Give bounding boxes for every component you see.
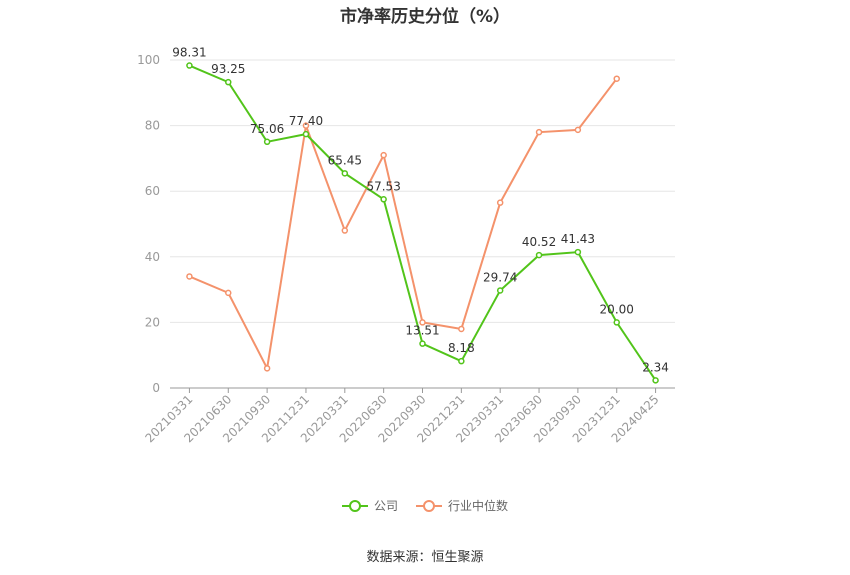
point-s0-4[interactable] [341,170,349,177]
point-s0-10[interactable] [574,248,582,256]
data-label-s0-1: 93.25 [211,62,245,76]
data-label-s0-11: 20.00 [600,302,634,316]
point-s1-4[interactable] [341,227,349,234]
point-s1-6[interactable] [419,319,426,326]
data-label-s0-4: 65.45 [328,153,362,167]
data-label-s0-9: 40.52 [522,235,556,249]
legend-label-company: 公司 [373,499,398,513]
y-tick-label-4: 80 [145,119,160,133]
y-tick-label-5: 100 [137,53,160,67]
point-s1-1[interactable] [225,289,232,297]
point-s1-9[interactable] [535,128,543,136]
data-label-s0-12: 2.34 [642,360,669,374]
point-s1-11[interactable] [613,75,620,82]
legend-swatch-industry [416,498,442,514]
legend-item-company[interactable]: 公司 [341,497,398,514]
data-label-s0-6: 13.51 [405,324,439,338]
point-s0-7[interactable] [458,357,465,365]
point-s0-9[interactable] [535,251,543,259]
point-s0-2[interactable] [263,138,271,146]
y-tick-label-0: 0 [152,381,160,395]
y-axis: 0 20 40 60 80 100 [137,53,160,395]
point-s0-5[interactable] [380,196,387,203]
y-tick-label-1: 20 [145,315,160,329]
y-tick-label-3: 60 [145,184,160,198]
point-s1-10[interactable] [574,126,582,134]
legend-item-industry[interactable]: 行业中位数 [416,497,508,514]
point-s1-2[interactable] [263,365,271,372]
data-label-s0-5: 57.53 [366,179,400,193]
chart-title: 市净率历史分位（%） [339,7,511,27]
point-s1-0[interactable] [186,273,193,280]
point-s0-6[interactable] [419,340,426,347]
point-s0-12[interactable] [652,377,659,384]
data-label-s0-3: 77.40 [289,114,323,128]
point-s1-3[interactable] [302,122,310,129]
series [186,62,659,384]
data-label-s0-10: 41.43 [561,232,595,246]
y-tick-label-2: 40 [145,250,160,264]
point-s0-1[interactable] [225,78,232,86]
point-s0-0[interactable] [186,62,193,69]
data-label-s0-7: 8.18 [448,341,475,355]
point-s0-3[interactable] [302,130,310,138]
point-s0-8[interactable] [496,287,504,294]
data-labels: 98.31 93.25 75.06 77.40 65.45 57.53 13.51 8.18 2… [172,46,669,375]
x-axis: 2021033120210630202109302021123120220331… [142,387,675,445]
legend: 公司 行业中位数 [0,497,850,514]
line-chart: 0 20 40 60 80 100 202103312021063020210930202… [137,46,675,445]
grid [170,59,675,323]
legend-label-industry: 行业中位数 [448,499,509,513]
data-label-s0-0: 98.31 [172,46,206,60]
data-label-s0-8: 29.74 [483,270,517,284]
legend-swatch-company [341,498,368,514]
point-s1-5[interactable] [380,151,387,159]
source-note: 数据来源：恒生聚源 [366,550,484,565]
point-s1-8[interactable] [496,199,504,206]
data-label-s0-2: 75.06 [250,122,284,136]
point-s0-11[interactable] [613,319,620,326]
point-s1-7[interactable] [458,325,465,333]
series-line-1 [189,78,618,372]
